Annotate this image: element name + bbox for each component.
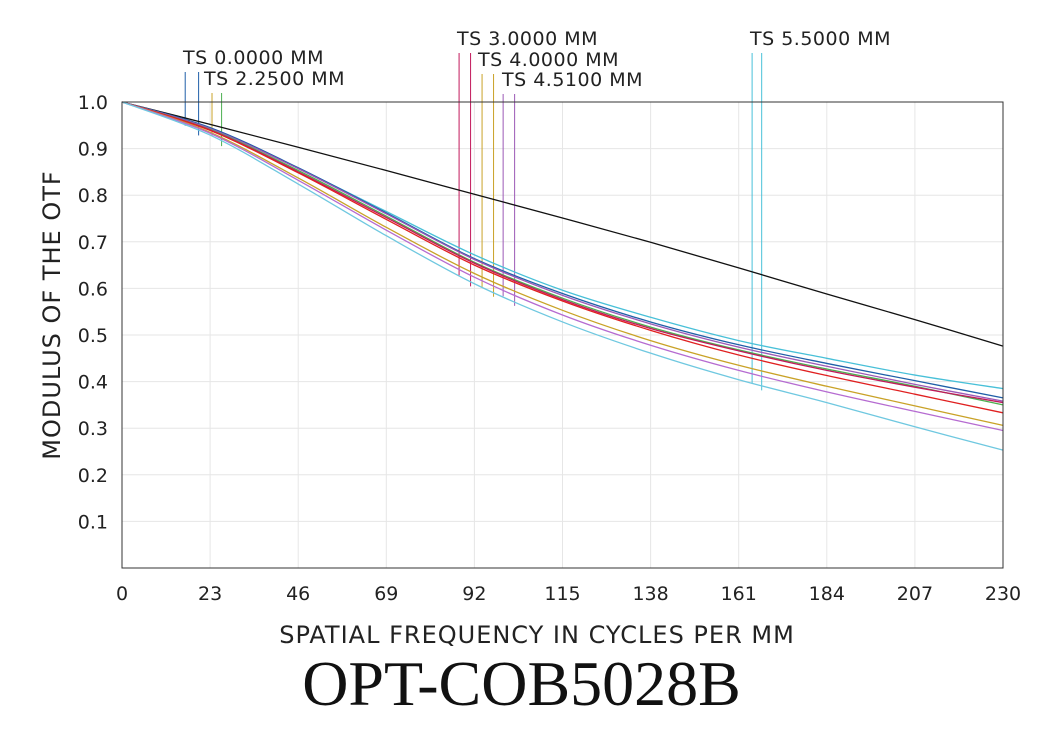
mtf-curve-8 [121, 101, 1004, 432]
y-axis-ticks: 0.1 0.2 0.3 0.4 0.5 0.6 0.7 0.8 0.9 1.0 [78, 92, 108, 533]
y-tick-label: 0.9 [78, 139, 108, 161]
mtf-curve-2 [121, 101, 1004, 399]
grid [121, 101, 1004, 568]
x-axis-ticks: 0 23 46 69 92 115 138 161 184 207 230 [116, 583, 1021, 605]
x-tick-label: 207 [897, 583, 933, 605]
mtf-curves [121, 101, 1004, 451]
x-tick-label: 92 [462, 583, 486, 605]
y-tick-label: 0.4 [78, 372, 108, 394]
x-tick-label: 69 [374, 583, 398, 605]
field-label: TS 4.5100 MM [501, 69, 643, 91]
x-tick-label: 46 [286, 583, 310, 605]
x-tick-label: 23 [198, 583, 222, 605]
mtf-curve-7 [121, 101, 1004, 427]
chart-title: OPT-COB5028B [302, 648, 741, 719]
mtf-curve-5 [121, 101, 1004, 404]
field-markers [184, 53, 763, 391]
mtf-curve-4 [121, 101, 1004, 406]
y-tick-label: 0.2 [78, 465, 108, 487]
plot-frame [121, 101, 1004, 569]
x-tick-label: 230 [985, 583, 1021, 605]
mtf-curve-6 [121, 101, 1004, 414]
x-tick-label: 184 [809, 583, 845, 605]
field-label: TS 5.5000 MM [749, 28, 891, 50]
y-tick-label: 0.8 [78, 185, 108, 207]
mtf-chart: 0 23 46 69 92 115 138 161 184 207 230 0.1 0.2 0.3 0.4… [38, 28, 1021, 649]
y-tick-label: 0.5 [78, 325, 108, 347]
field-label: TS 4.0000 MM [477, 49, 619, 71]
field-label: TS 3.0000 MM [456, 28, 598, 50]
x-axis-title: SPATIAL FREQUENCY IN CYCLES PER MM [279, 621, 795, 649]
x-tick-label: 0 [116, 583, 128, 605]
mtf-curve-3 [121, 101, 1004, 402]
x-tick-label: 138 [632, 583, 668, 605]
field-label: TS 0.0000 MM [182, 47, 324, 69]
x-tick-label: 115 [544, 583, 580, 605]
y-tick-label: 0.7 [78, 232, 108, 254]
mtf-curve-0 [121, 101, 1004, 347]
mtf-curve-9 [121, 101, 1004, 451]
y-tick-label: 1.0 [78, 92, 108, 114]
y-axis-title: MODULUS OF THE OTF [38, 170, 66, 459]
y-tick-label: 0.1 [78, 511, 108, 533]
y-tick-label: 0.3 [78, 418, 108, 440]
y-tick-label: 0.6 [78, 278, 108, 300]
x-tick-label: 161 [721, 583, 757, 605]
field-label: TS 2.2500 MM [203, 68, 345, 90]
